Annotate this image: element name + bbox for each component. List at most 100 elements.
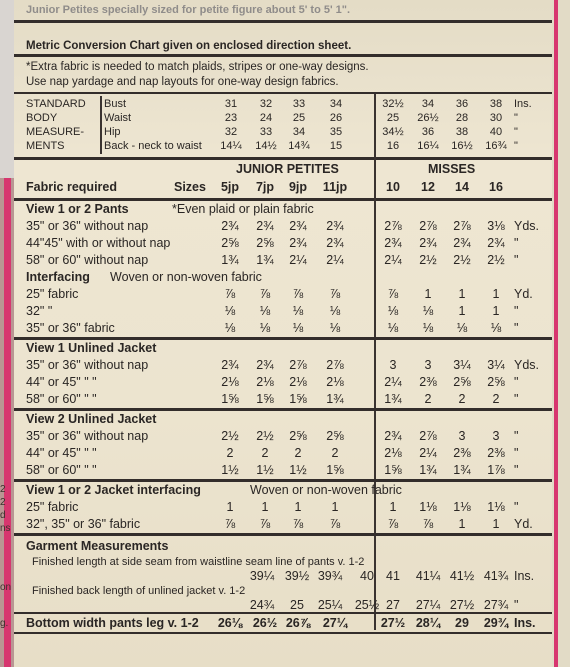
body-label: STANDARD	[26, 98, 86, 110]
value-cell: 2⅝	[487, 375, 505, 389]
value-cell: 26½	[417, 112, 439, 124]
value-cell: ⅛	[224, 304, 236, 318]
value-cell: 36	[455, 98, 469, 110]
value-cell: ⅞	[259, 517, 271, 531]
value-cell: ⅛	[387, 321, 399, 335]
section-note: Woven or non-woven fabric	[250, 483, 402, 497]
value-cell: 2⅛	[326, 375, 344, 389]
value-cell: 39¼	[249, 569, 275, 583]
value-cell: 2⅛	[256, 375, 274, 389]
value-cell: 1¾	[419, 463, 437, 477]
margin-fragment: on	[0, 582, 12, 593]
section-note: *Even plaid or plain fabric	[172, 202, 314, 216]
unit-cell: "	[514, 236, 519, 250]
value-cell: 2	[261, 446, 269, 460]
value-cell: 28	[455, 112, 469, 124]
value-cell: 25	[292, 112, 306, 124]
value-cell: 2⅞	[326, 358, 344, 372]
value-cell: 1	[492, 304, 500, 318]
margin-fragment: d	[0, 510, 6, 521]
value-cell: ⅛	[224, 321, 236, 335]
unit-cell: "	[514, 112, 518, 124]
value-cell: 2⅞	[289, 358, 307, 372]
left-edge-strip	[0, 0, 14, 667]
metric-note: Metric Conversion Chart given on enclose…	[26, 40, 352, 52]
value-cell: ⅞	[224, 517, 236, 531]
value-cell: 1⅞	[487, 463, 505, 477]
value-cell: 38	[489, 98, 503, 110]
value-cell: 1⅛	[487, 500, 505, 514]
value-cell: ⅛	[490, 321, 502, 335]
value-cell: 2½	[419, 253, 437, 267]
length-values: 39¼ 39½ 39¾ 40 41 41¼ 41½ 41¾ Ins.	[0, 569, 552, 583]
fabric-row: 44"45" with or without nap 2⅝ 2⅝ 2¾ 2¾ 2¾ 2¾ 2¾…	[0, 236, 552, 250]
value-cell: 27¾	[483, 598, 509, 612]
body-measurement-row: MEASURE- Hip 32 33 34 35 34½ 36 38 40 "	[0, 125, 552, 139]
size-label: 11jp	[322, 180, 348, 194]
fabric-required-label: Fabric required	[26, 180, 117, 194]
margin-fragment: g.	[0, 618, 9, 629]
measurement-name: Back - neck to waist	[104, 140, 202, 152]
value-cell: 30	[489, 112, 503, 124]
row-label: Bottom width pants leg v. 1-2	[26, 616, 199, 630]
value-cell: 2¾	[289, 236, 307, 250]
unit-cell: Yds.	[514, 358, 540, 372]
value-cell: 2	[458, 392, 466, 406]
section-title: View 2 Unlined Jacket	[0, 412, 552, 426]
value-cell: ⅞	[292, 287, 304, 301]
row-label: 35" or 36" without nap	[26, 219, 149, 233]
value-cell: 27	[386, 598, 400, 612]
value-cell: 1	[226, 500, 234, 514]
row-label: 25" fabric	[26, 287, 79, 301]
value-cell: 38	[455, 126, 469, 138]
value-cell: 1	[458, 517, 466, 531]
unit-cell: Yd.	[514, 517, 533, 531]
value-cell: 1	[389, 500, 397, 514]
row-label: 44"45" with or without nap	[26, 236, 171, 250]
section-title: View 1 or 2 Pants *Even plaid or plain fa…	[0, 202, 552, 216]
row-label: 58" or 60" without nap	[26, 253, 149, 267]
value-cell: ⅛	[329, 304, 341, 318]
value-cell: 14¾	[288, 140, 310, 152]
nap-note: Use nap yardage and nap layouts for one-…	[26, 76, 339, 88]
unit-cell: Ins.	[514, 98, 532, 110]
value-cell: 41	[386, 569, 400, 583]
fabric-row: 32" " ⅛ ⅛ ⅛ ⅛ ⅛ ⅛ 1 1 "	[0, 304, 552, 318]
measurement-name: Waist	[104, 112, 132, 124]
value-cell: 1½	[289, 463, 307, 477]
value-cell: 2⅜	[419, 375, 437, 389]
value-cell: 2¾	[326, 219, 344, 233]
value-cell: 2⅛	[221, 375, 239, 389]
value-cell: 2¾	[326, 236, 344, 250]
value-cell: 41½	[449, 569, 475, 583]
value-cell: 25¼	[317, 598, 343, 612]
value-cell: 2⅜	[487, 446, 505, 460]
value-cell: 40	[360, 569, 374, 583]
value-cell: 26½	[252, 616, 278, 630]
value-cell: 1⅝	[326, 463, 344, 477]
value-cell: 2¼	[289, 253, 307, 267]
value-cell: 2⅜	[453, 446, 471, 460]
unit-cell: "	[514, 429, 519, 443]
body-measurement-row: BODY Waist 23 24 25 26 25 26½ 28 30 "	[0, 111, 552, 125]
value-cell: 29¾	[483, 616, 509, 630]
unit-cell: "	[514, 126, 518, 138]
value-cell: 2¾	[221, 219, 239, 233]
value-cell: 16¼	[417, 140, 439, 152]
value-cell: 34	[292, 126, 306, 138]
value-cell: 1¾	[453, 463, 471, 477]
size-label: 9jp	[288, 180, 308, 194]
row-label: 35" or 36" fabric	[26, 321, 115, 335]
value-cell: ⅞	[422, 517, 434, 531]
value-cell: 1	[492, 287, 500, 301]
value-cell: 27¼	[415, 598, 441, 612]
value-cell: 27½	[449, 598, 475, 612]
fabric-row: 58" or 60" " " 1⅝ 1⅝ 1⅝ 1¾ 1¾ 2 2 2 "	[0, 392, 552, 406]
size-label: 5jp	[220, 180, 240, 194]
value-cell: 25½	[354, 598, 380, 612]
value-cell: 2½	[487, 253, 505, 267]
value-cell: 2⅝	[453, 375, 471, 389]
value-cell: 40	[489, 126, 503, 138]
value-cell: ⅛	[292, 321, 304, 335]
